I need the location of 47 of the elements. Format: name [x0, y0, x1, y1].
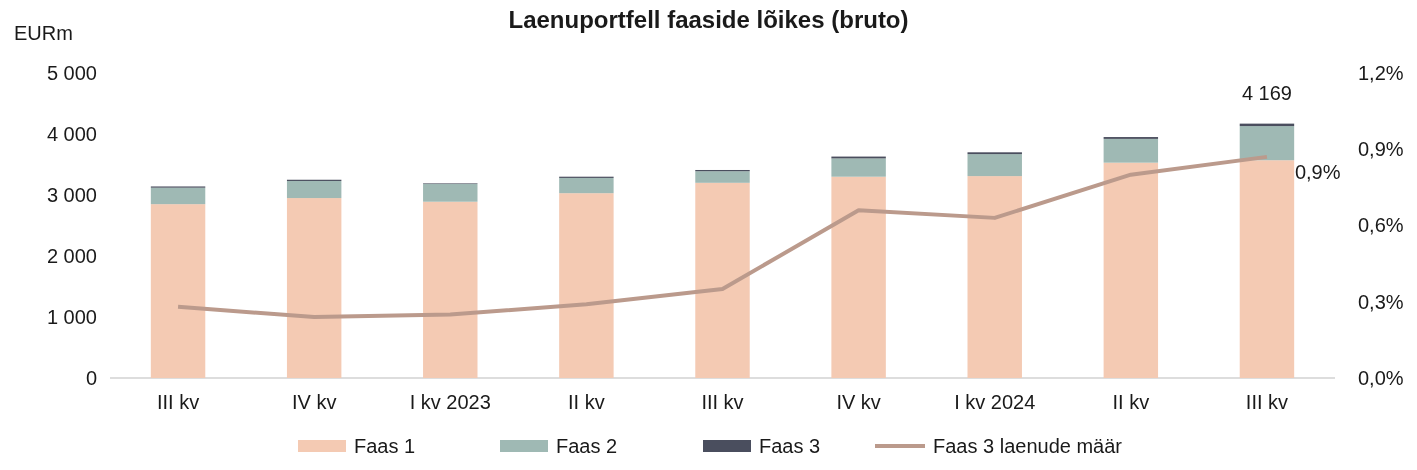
x-tick-label: II kv: [1112, 391, 1150, 413]
bar: [1239, 160, 1295, 378]
y-axis-title: EURm: [14, 22, 73, 44]
total-label: 4 169: [1241, 81, 1292, 104]
y2-tick-label: 0,9%: [1358, 138, 1404, 161]
bar: [286, 180, 342, 199]
y-tick-label: 5 000: [46, 61, 97, 84]
y-tick-label: 1 000: [46, 305, 97, 328]
y-tick-label: 2 000: [46, 244, 97, 267]
y-tick-label: 3 000: [46, 183, 97, 206]
data-label: 0,9%: [1294, 160, 1341, 183]
bar: [286, 198, 342, 378]
bar: [695, 182, 750, 378]
bar: [831, 176, 886, 378]
x-tick-label: III kv: [156, 391, 200, 413]
x-tick-label: II kv: [568, 391, 605, 413]
y2-tick-label: 0,0%: [1358, 366, 1404, 389]
bar: [967, 176, 1022, 378]
bar: [1103, 138, 1159, 163]
y-tick-label: 4 000: [46, 122, 97, 145]
x-tick-label: IV kv: [836, 391, 881, 413]
bar: [559, 177, 614, 194]
y-tick-label: 0: [85, 366, 97, 389]
bar: [1239, 126, 1295, 161]
bar: [150, 187, 206, 205]
bar: [831, 158, 886, 177]
bar: [1103, 162, 1159, 378]
y2-tick-label: 1,2%: [1358, 61, 1404, 84]
bar: [559, 193, 614, 378]
bar: [423, 201, 478, 378]
x-tick-label: I kv 2023: [409, 391, 491, 413]
bar: [695, 171, 750, 183]
y2-tick-label: 0,6%: [1358, 214, 1404, 237]
bar: [150, 204, 206, 378]
y2-tick-label: 0,3%: [1358, 290, 1404, 313]
legend-label: Faas 2: [556, 435, 618, 457]
x-tick-label: III kv: [701, 391, 744, 413]
line-series: [176, 154, 1269, 319]
legend-label: Faas 1: [354, 435, 416, 457]
x-tick-label: I kv 2024: [954, 391, 1036, 413]
x-tick-label: III kv: [1245, 391, 1289, 413]
legend-label: Faas 3: [759, 435, 821, 457]
x-tick-label: IV kv: [291, 391, 337, 413]
bar: [423, 184, 478, 202]
chart-title: Laenuportfell faaside lõikes (bruto): [508, 6, 909, 33]
legend-label: Faas 3 laenude määr: [933, 435, 1123, 457]
bar: [967, 154, 1022, 177]
